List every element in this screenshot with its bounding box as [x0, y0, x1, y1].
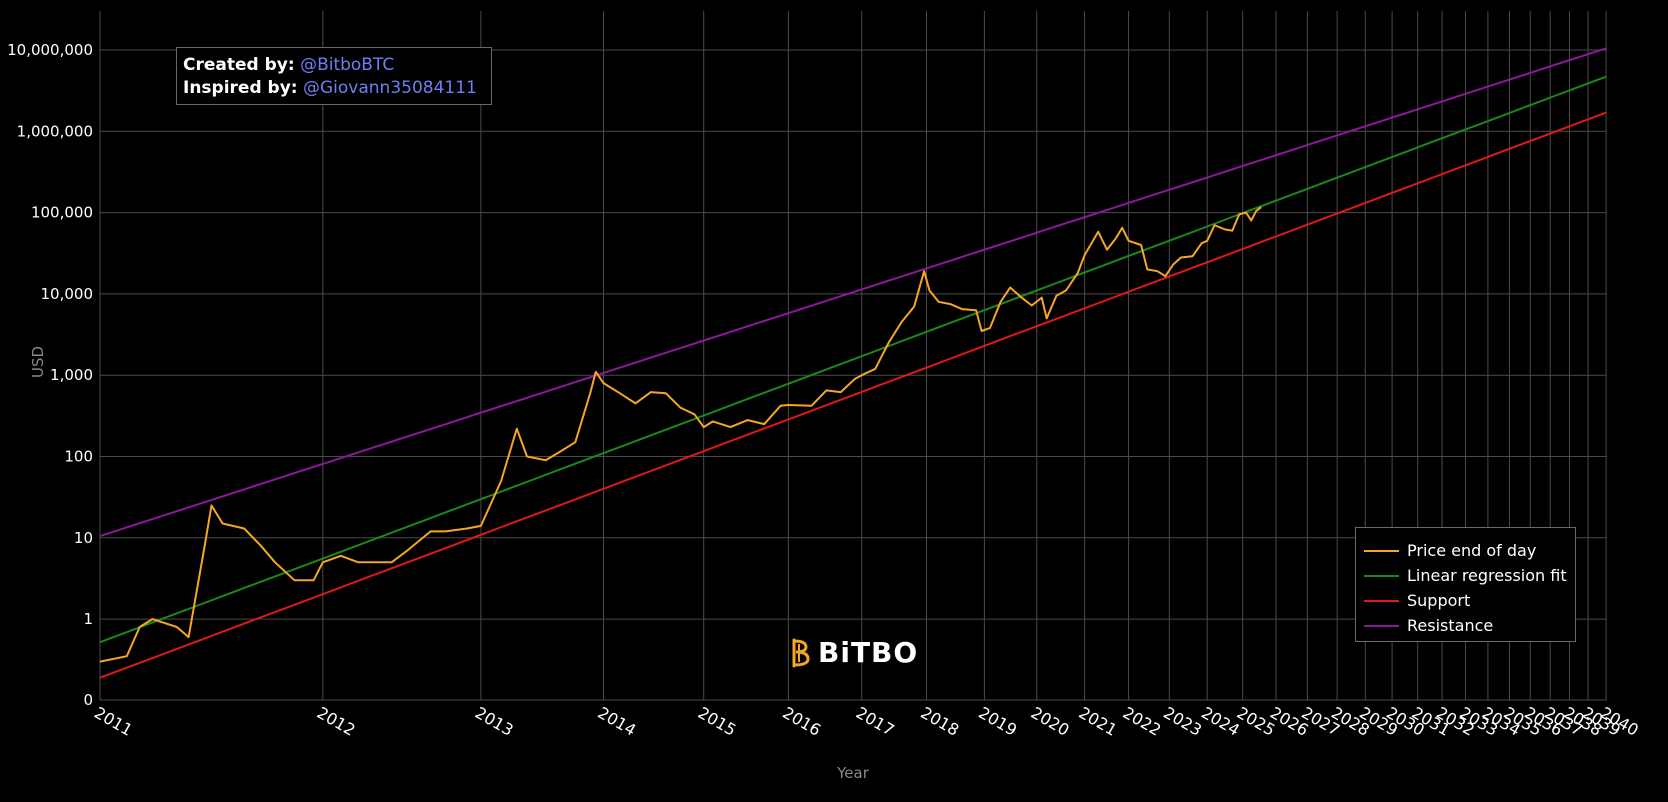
x-tick-label: 2021: [1076, 703, 1121, 740]
legend-swatch-price: [1364, 549, 1399, 552]
y-gridlines: [100, 49, 1607, 701]
legend-item-resistance[interactable]: Resistance: [1364, 613, 1575, 638]
legend-label-resistance: Resistance: [1407, 616, 1494, 635]
legend-item-support[interactable]: Support: [1364, 588, 1575, 613]
created-by-link[interactable]: @BitboBTC: [300, 55, 395, 75]
series-price-end-of-day: [99, 206, 1262, 663]
series-layer: [99, 47, 1607, 679]
x-tick-label: 2020: [1028, 703, 1073, 740]
x-tick-label: 2014: [595, 703, 640, 740]
legend-item-regression[interactable]: Linear regression fit: [1364, 563, 1575, 588]
credits-box: Created by: @BitboBTC Inspired by: @Giov…: [176, 47, 492, 105]
x-tick-labels: 2011 2012 2013 2014 2015 2016 2017 2018 2019 2020…: [91, 703, 1642, 740]
x-tick-label: 2016: [779, 703, 824, 740]
y-axis-title: USD: [29, 346, 47, 378]
legend-swatch-resistance: [1364, 624, 1399, 627]
legend-swatch-support: [1364, 599, 1399, 602]
y-tick-label: 1,000: [50, 366, 93, 384]
series-support: [99, 111, 1607, 679]
x-tick-label: 2024: [1198, 703, 1243, 740]
x-tick-label: 2022: [1120, 703, 1165, 740]
bitbo-logo-text: BiTBO: [818, 636, 919, 669]
x-tick-label: 2011: [91, 703, 136, 740]
series-linear-regression-fit: [99, 75, 1607, 644]
y-tick-label: 100: [64, 448, 93, 466]
x-tick-label: 2012: [314, 703, 359, 740]
inspired-by-link[interactable]: @Giovann35084111: [303, 78, 477, 98]
created-by-label: Created by:: [183, 55, 295, 75]
y-tick-labels: 0 1 10 100 1,000 10,000 100,000 1,000,000 10,000…: [7, 41, 93, 709]
series-resistance: [99, 47, 1607, 538]
x-axis-title: Year: [836, 764, 870, 782]
x-tick-label: 2040: [1597, 703, 1642, 740]
y-tick-label: 1,000,000: [17, 122, 93, 140]
y-tick-label: 10,000,000: [7, 41, 93, 59]
y-tick-label: 100,000: [31, 204, 93, 222]
y-tick-label: 1: [83, 610, 93, 628]
legend-label-regression: Linear regression fit: [1407, 566, 1567, 585]
x-tick-label: 2019: [975, 703, 1020, 740]
x-tick-label: 2018: [918, 703, 963, 740]
legend-label-price: Price end of day: [1407, 541, 1537, 560]
x-tick-label: 2023: [1160, 703, 1205, 740]
x-tick-label: 2013: [472, 703, 517, 740]
legend-item-price[interactable]: Price end of day: [1364, 538, 1575, 563]
y-tick-label: 10: [74, 529, 93, 547]
y-tick-label: 10,000: [41, 285, 94, 303]
y-tick-label: 0: [83, 691, 93, 709]
legend-label-support: Support: [1407, 591, 1471, 610]
x-tick-label: 2017: [853, 703, 898, 740]
bitbo-logo: BiTBO: [790, 636, 918, 669]
x-tick-label: 2015: [695, 703, 740, 740]
bitbo-b-icon: [792, 638, 810, 667]
legend: Price end of day Linear regression fit S…: [1355, 527, 1576, 642]
inspired-by-label: Inspired by:: [183, 78, 298, 98]
legend-swatch-regression: [1364, 574, 1399, 577]
